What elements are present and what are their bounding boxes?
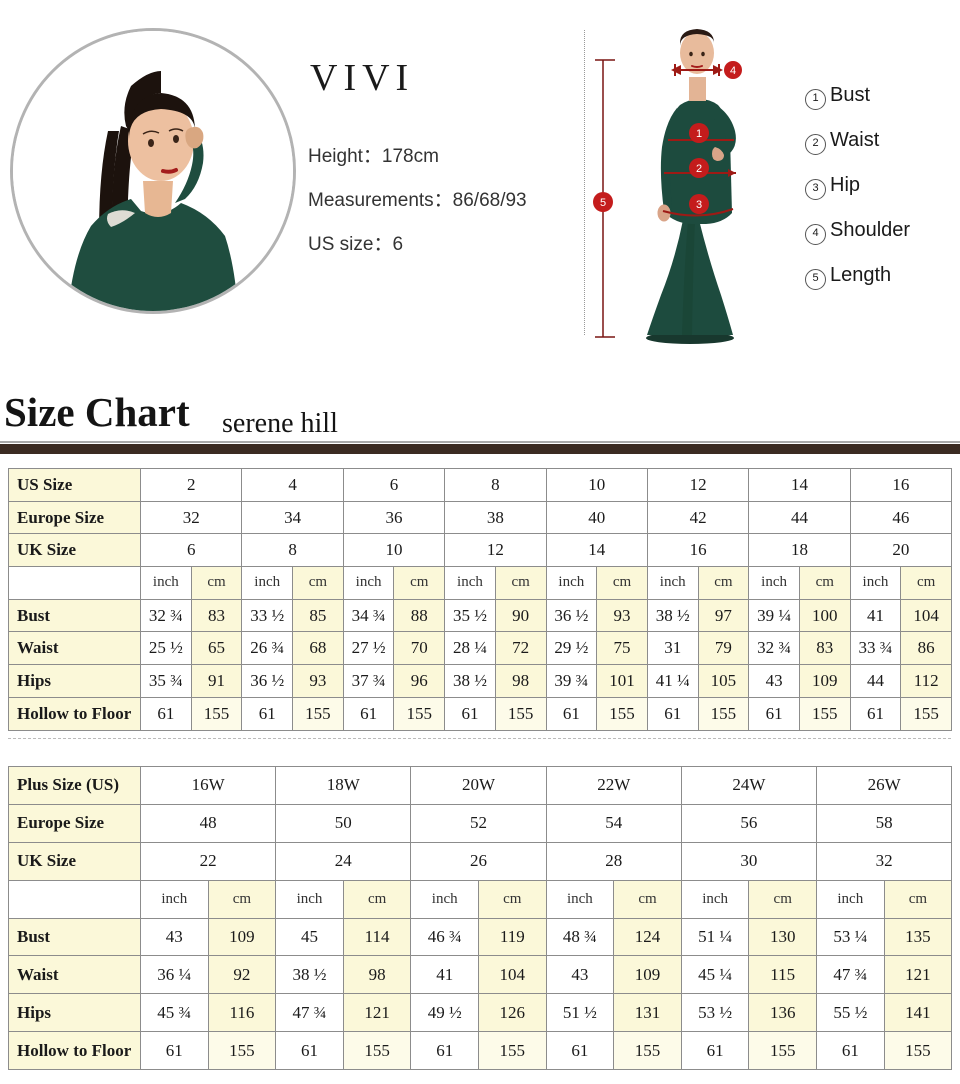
svg-text:4: 4 [730,65,736,77]
svg-text:2: 2 [696,163,702,175]
svg-text:5: 5 [600,197,606,209]
svg-text:3: 3 [696,199,702,211]
svg-text:1: 1 [696,128,702,140]
